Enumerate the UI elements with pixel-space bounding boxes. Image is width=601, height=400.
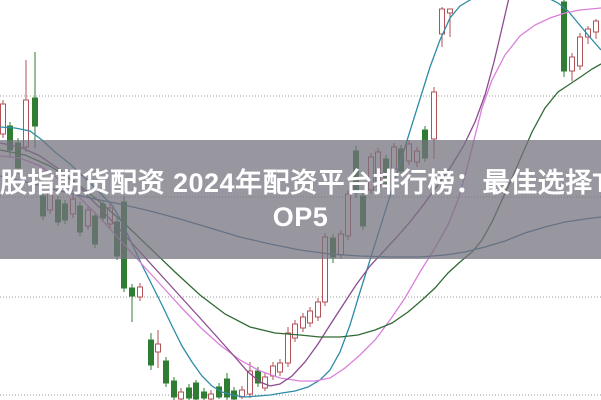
headline-line2: OP5 bbox=[272, 201, 329, 232]
candle-up bbox=[447, 8, 453, 14]
candle-up bbox=[577, 36, 583, 67]
candle-up bbox=[315, 301, 321, 318]
candle-up bbox=[292, 323, 298, 339]
candle-up bbox=[277, 362, 283, 373]
candle-up bbox=[307, 310, 313, 324]
candle-down bbox=[193, 382, 199, 400]
candle-up bbox=[262, 376, 268, 389]
candle-up bbox=[439, 8, 445, 35]
candle-down bbox=[224, 378, 230, 398]
candle-up bbox=[247, 370, 253, 395]
candle-up bbox=[593, 20, 599, 33]
candle-down bbox=[255, 370, 261, 384]
candle-up bbox=[155, 343, 161, 353]
candle-up bbox=[569, 56, 575, 72]
candle-up bbox=[431, 91, 437, 140]
candle-down bbox=[561, 1, 567, 72]
candle-up bbox=[285, 332, 291, 364]
candle-down bbox=[148, 339, 154, 366]
candle-up bbox=[178, 391, 184, 400]
candle-down bbox=[129, 287, 135, 297]
candle-down bbox=[186, 387, 192, 399]
candle-up bbox=[300, 316, 306, 329]
candle-down bbox=[171, 380, 177, 398]
candle-down bbox=[32, 97, 38, 127]
candle-up bbox=[0, 103, 6, 135]
candle-up bbox=[208, 393, 214, 400]
candle-up bbox=[137, 286, 143, 298]
candle-down bbox=[201, 391, 207, 399]
candle-down bbox=[163, 360, 169, 384]
headline-banner: 股指期货配资 2024年配资平台排行榜：最佳选择T OP5 bbox=[0, 140, 601, 259]
headline-line1: 股指期货配资 2024年配资平台排行榜：最佳选择T bbox=[0, 167, 601, 198]
